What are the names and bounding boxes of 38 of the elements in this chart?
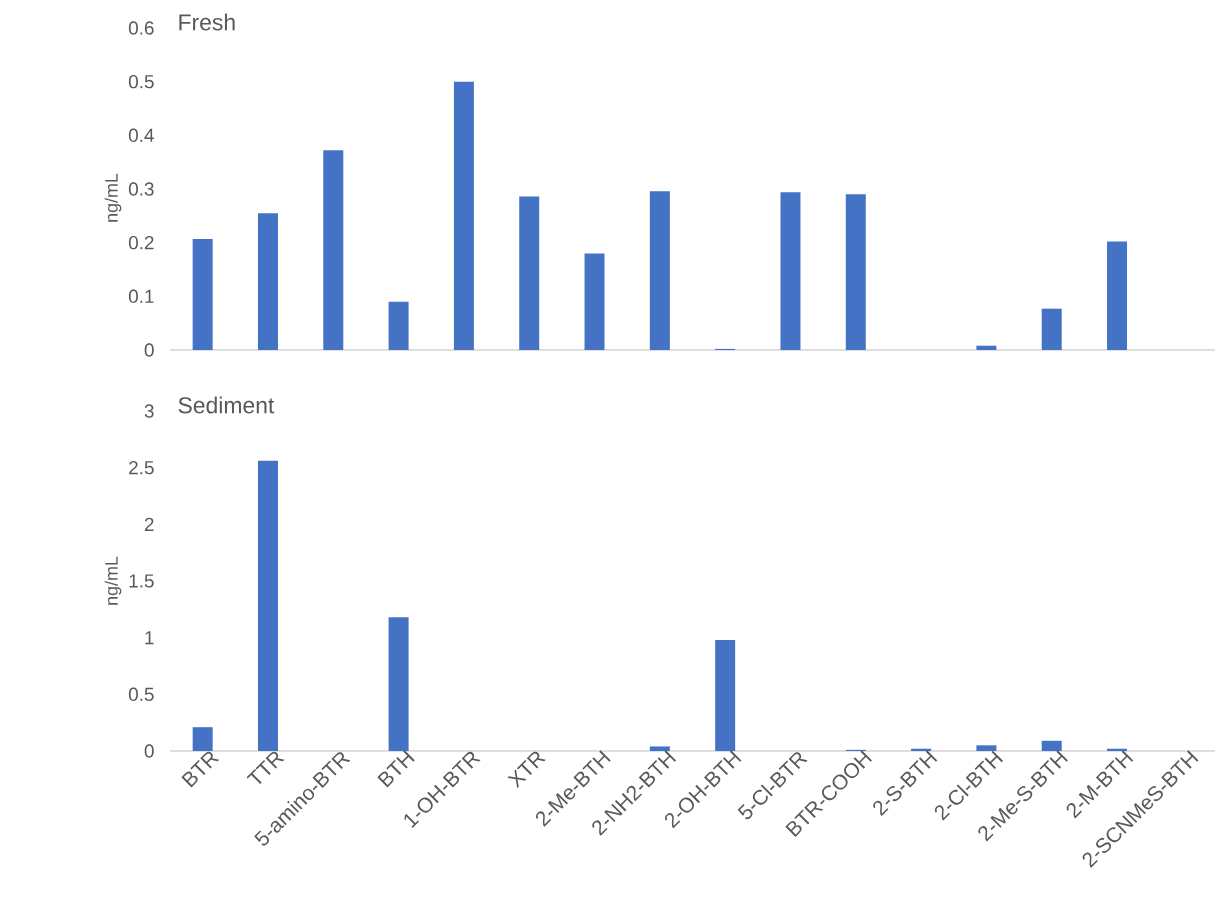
bar (388, 301, 409, 350)
y-axis-title: ng/mL (104, 173, 122, 222)
y-tick-label: 0.1 (128, 289, 154, 304)
bar (649, 191, 670, 350)
bar (584, 253, 605, 350)
bar (1041, 308, 1062, 350)
bar (192, 727, 213, 751)
bar (519, 196, 540, 350)
bar (1041, 740, 1062, 751)
y-axis-title: ng/mL (104, 556, 122, 605)
bar (976, 745, 997, 751)
bar (1107, 241, 1128, 350)
y-tick-label: 0.6 (128, 21, 154, 35)
y-tick-label: 3 (144, 404, 154, 418)
bar (649, 746, 670, 751)
bar (388, 617, 409, 751)
bar (453, 81, 474, 350)
bar (780, 192, 801, 350)
chart-title: Sediment (178, 396, 275, 414)
bar (976, 345, 997, 350)
y-tick-label: 0.4 (128, 128, 154, 143)
y-tick-label: 2 (144, 517, 154, 531)
y-tick-label: 0.5 (128, 74, 154, 89)
bar (715, 639, 736, 751)
bar (257, 213, 278, 350)
bar (192, 238, 213, 350)
bar (845, 194, 866, 350)
y-tick-label: 0.5 (128, 687, 154, 702)
chart-title: Fresh (179, 13, 235, 31)
bar (323, 150, 344, 350)
y-tick-label: 1.5 (129, 574, 154, 588)
y-tick-label: 0 (144, 744, 154, 758)
y-tick-label: 1 (145, 631, 154, 645)
y-tick-label: 0 (144, 343, 154, 357)
y-tick-label: 0.3 (128, 182, 154, 196)
y-tick-label: 0.2 (128, 235, 154, 250)
y-tick-label: 2.5 (129, 460, 154, 475)
bar (257, 460, 278, 751)
